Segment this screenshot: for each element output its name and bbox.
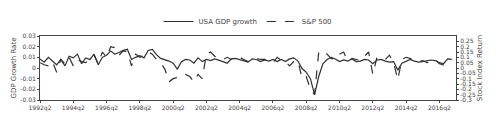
svg-text:2006q2: 2006q2 — [262, 104, 285, 112]
svg-text:2010q2: 2010q2 — [328, 104, 351, 112]
svg-text:-0.3: -0.3 — [460, 96, 472, 103]
svg-text:0.02: 0.02 — [22, 43, 36, 50]
svg-text:2008q2: 2008q2 — [295, 104, 318, 112]
svg-text:0.1: 0.1 — [460, 53, 470, 60]
svg-text:0: 0 — [32, 64, 36, 71]
svg-text:0.15: 0.15 — [460, 48, 474, 55]
svg-text:-0.1: -0.1 — [460, 75, 472, 82]
svg-text:2016q2: 2016q2 — [428, 104, 451, 112]
svg-text:0.25: 0.25 — [460, 37, 474, 44]
svg-text:2012q2: 2012q2 — [361, 104, 384, 112]
svg-text:0.05: 0.05 — [460, 59, 474, 66]
svg-text:GDP Growth Rate: GDP Growth Rate — [10, 38, 18, 99]
svg-text:USA GDP growth: USA GDP growth — [199, 18, 257, 26]
svg-text:0: 0 — [460, 64, 464, 71]
svg-text:-0.15: -0.15 — [460, 80, 476, 87]
svg-text:-0.05: -0.05 — [460, 69, 476, 76]
svg-text:1996q2: 1996q2 — [95, 104, 118, 112]
svg-text:-0.03: -0.03 — [20, 96, 36, 103]
svg-text:-0.01: -0.01 — [20, 75, 36, 82]
svg-text:-0.25: -0.25 — [460, 91, 476, 98]
svg-text:S&P 500: S&P 500 — [302, 18, 332, 26]
svg-text:1994q2: 1994q2 — [62, 104, 85, 112]
svg-text:0.2: 0.2 — [460, 43, 470, 50]
svg-text:2004q2: 2004q2 — [228, 104, 251, 112]
svg-text:1992q2: 1992q2 — [29, 104, 52, 112]
svg-text:1998q2: 1998q2 — [128, 104, 151, 112]
svg-text:2000q2: 2000q2 — [162, 104, 185, 112]
svg-text:0.03: 0.03 — [22, 32, 36, 39]
svg-text:2014q2: 2014q2 — [395, 104, 418, 112]
svg-text:-0.2: -0.2 — [460, 85, 472, 92]
svg-text:2002q2: 2002q2 — [195, 104, 218, 112]
svg-text:0.01: 0.01 — [22, 53, 36, 60]
svg-text:Stock Index Return: Stock Index Return — [476, 35, 484, 101]
svg-text:-0.02: -0.02 — [20, 85, 36, 92]
